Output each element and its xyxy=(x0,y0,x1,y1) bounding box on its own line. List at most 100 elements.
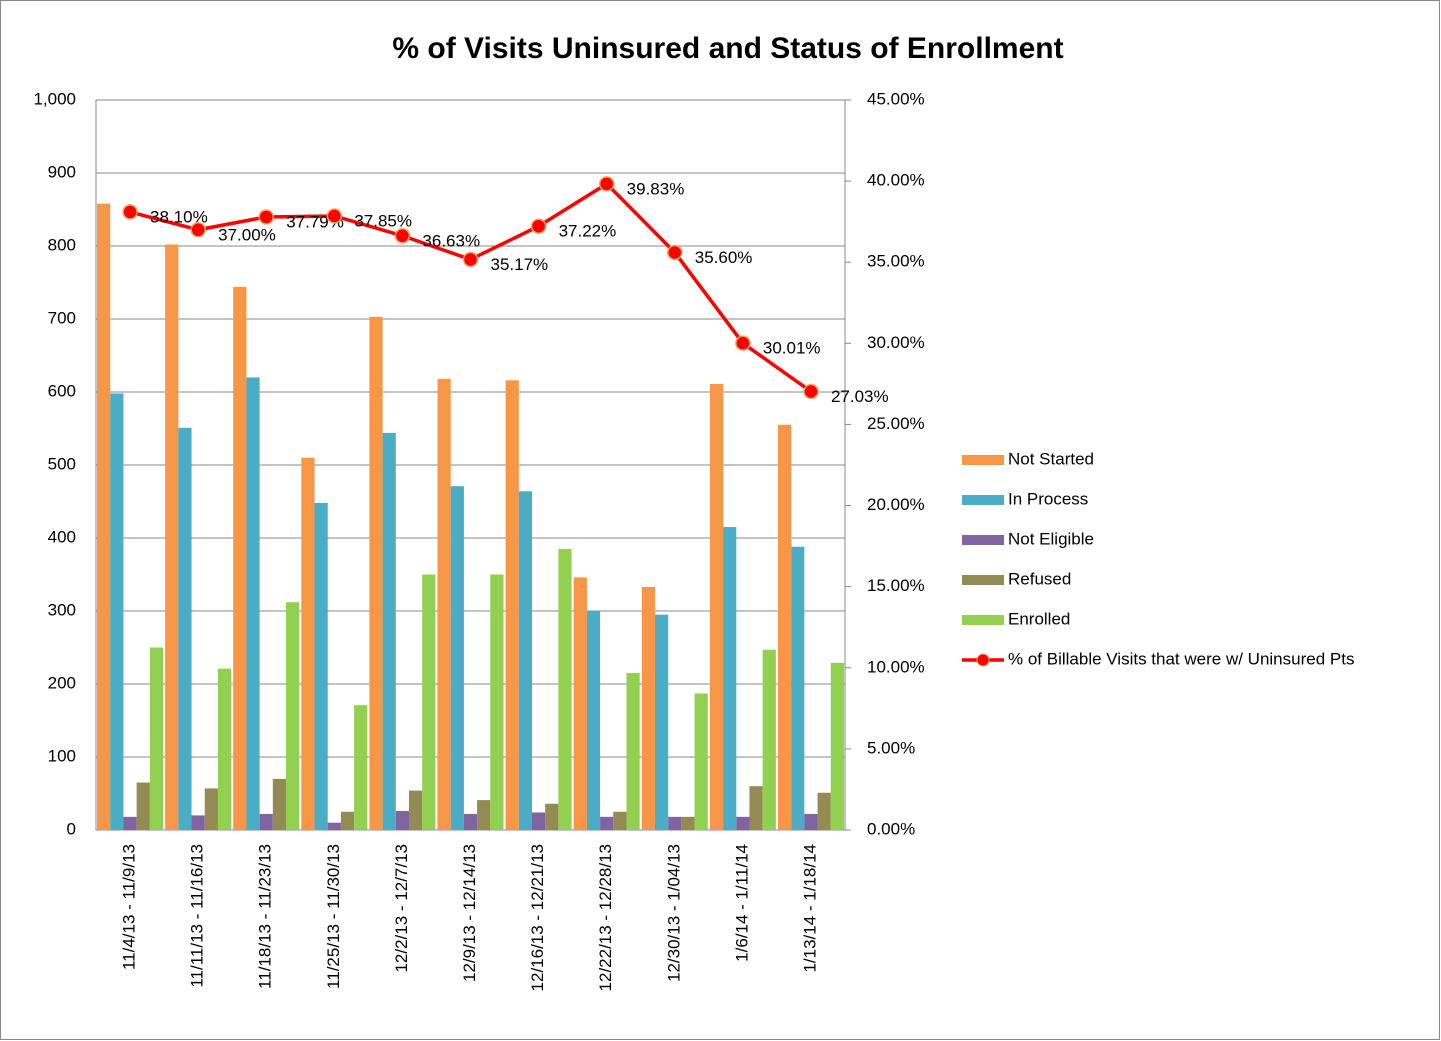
x-tick-label: 1/13/14 - 1/18/14 xyxy=(800,844,819,973)
y-tick-label: 1,000 xyxy=(33,89,76,108)
x-tick-label: 1/6/14 - 1/11/14 xyxy=(732,844,751,962)
y2-tick-label: 25.00% xyxy=(867,414,925,433)
y-tick-label: 500 xyxy=(48,454,76,473)
line-marker xyxy=(598,176,615,192)
data-label: 37.22% xyxy=(559,222,617,241)
y2-tick-label: 30.00% xyxy=(867,333,925,352)
bar xyxy=(178,427,192,830)
y2-tick-label: 35.00% xyxy=(867,252,925,271)
legend-swatch xyxy=(962,615,1004,625)
bar xyxy=(382,432,396,830)
x-tick-label: 12/2/13 - 12/7/13 xyxy=(392,844,411,973)
bar xyxy=(354,705,368,830)
bar xyxy=(723,527,737,830)
line-marker xyxy=(803,383,819,400)
bar xyxy=(817,792,831,830)
x-tick-label: 12/30/13 - 1/04/13 xyxy=(664,844,683,982)
bar xyxy=(259,813,273,830)
legend-swatch xyxy=(962,495,1004,505)
bar xyxy=(409,790,423,830)
legend-swatch xyxy=(962,575,1004,585)
y-tick-label: 600 xyxy=(48,381,76,400)
bar xyxy=(165,244,179,831)
bar xyxy=(422,574,436,830)
bar xyxy=(437,378,451,830)
legend-label: Not Started xyxy=(1008,449,1094,468)
bar xyxy=(204,788,218,830)
x-tick-label: 12/9/13 - 12/14/13 xyxy=(460,844,479,982)
bar xyxy=(136,782,150,830)
bar xyxy=(246,377,260,830)
bar xyxy=(97,203,111,830)
bar xyxy=(694,693,708,830)
line-marker xyxy=(258,209,274,225)
bar xyxy=(110,393,124,830)
bar xyxy=(191,815,205,830)
bar xyxy=(123,816,137,830)
bar xyxy=(340,811,355,830)
bar xyxy=(573,577,587,830)
bar xyxy=(490,574,504,830)
bar xyxy=(149,647,164,830)
y2-tick-label: 45.00% xyxy=(867,89,925,108)
bar xyxy=(749,786,763,830)
bar xyxy=(463,813,478,830)
legend-label: Not Eligible xyxy=(1008,529,1094,548)
bar xyxy=(681,816,695,830)
legend-swatch xyxy=(962,535,1004,545)
y2-tick-label: 20.00% xyxy=(867,495,925,514)
data-label: 39.83% xyxy=(627,179,685,198)
bar xyxy=(395,811,410,830)
y2-tick-label: 0.00% xyxy=(867,819,915,838)
data-label: 37.00% xyxy=(218,225,276,244)
line-marker xyxy=(530,218,547,234)
bar xyxy=(286,602,300,830)
x-tick-label: 11/4/13 - 11/9/13 xyxy=(120,844,139,970)
line-marker xyxy=(667,244,683,261)
bar xyxy=(301,457,315,830)
chart-title: % of Visits Uninsured and Status of Enro… xyxy=(392,32,1063,65)
line-marker xyxy=(462,251,479,268)
bar xyxy=(709,383,724,830)
bar xyxy=(641,586,655,830)
bar xyxy=(668,816,682,830)
bar xyxy=(233,286,247,830)
bar xyxy=(531,812,546,830)
x-tick-label: 12/22/13 - 12/28/13 xyxy=(596,844,615,991)
bar xyxy=(830,662,844,830)
data-label: 38.10% xyxy=(150,207,208,226)
legend-label: In Process xyxy=(1008,489,1088,508)
line-marker xyxy=(122,204,138,220)
y2-tick-label: 10.00% xyxy=(867,657,925,676)
y2-tick-label: 15.00% xyxy=(867,576,925,595)
bar xyxy=(762,649,776,830)
data-label: 36.63% xyxy=(422,231,480,250)
data-label: 37.85% xyxy=(354,211,412,230)
data-label: 35.60% xyxy=(695,248,753,267)
bar xyxy=(477,800,491,830)
x-tick-label: 12/16/13 - 12/21/13 xyxy=(528,844,547,991)
data-label: 35.17% xyxy=(491,255,549,274)
legend-swatch xyxy=(962,455,1004,465)
bar xyxy=(777,424,792,830)
bar xyxy=(558,548,572,830)
legend-label: Refused xyxy=(1008,569,1071,588)
data-label: 27.03% xyxy=(831,387,889,406)
y-tick-label: 300 xyxy=(48,600,76,619)
y-tick-label: 900 xyxy=(48,162,76,181)
bar xyxy=(450,486,464,830)
line-marker xyxy=(735,335,751,351)
bar xyxy=(545,803,559,830)
y-tick-label: 700 xyxy=(48,308,76,327)
x-tick-label: 11/25/13 - 11/30/13 xyxy=(324,844,343,989)
y-tick-label: 200 xyxy=(48,673,76,692)
legend-label: % of Billable Visits that were w/ Uninsu… xyxy=(1008,649,1354,668)
line-marker xyxy=(394,228,411,244)
bar xyxy=(613,811,627,830)
x-tick-label: 11/18/13 - 11/23/13 xyxy=(256,844,275,989)
bar xyxy=(626,673,640,830)
bar xyxy=(600,816,614,830)
y-tick-label: 800 xyxy=(48,235,76,254)
y-tick-label: 0 xyxy=(67,819,76,838)
